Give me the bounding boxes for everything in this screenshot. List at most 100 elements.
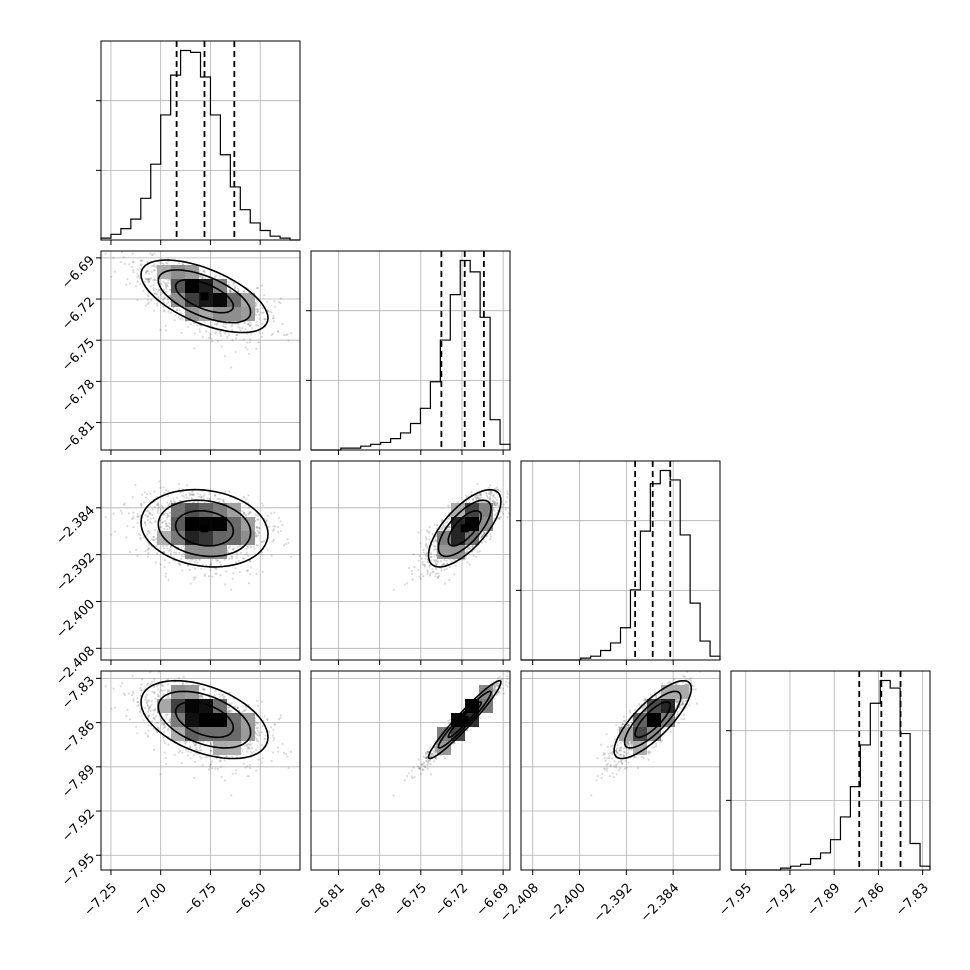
sample-point [149, 252, 152, 255]
sample-point [125, 283, 128, 286]
histogram-0 [100, 49, 300, 241]
sample-point [426, 569, 429, 572]
sample-point [125, 536, 128, 539]
sample-point [249, 341, 252, 344]
sample-point [235, 334, 238, 337]
sample-point [159, 328, 162, 331]
sample-point [163, 491, 166, 494]
sample-point [172, 306, 175, 309]
density-peak [200, 292, 209, 301]
sample-point [234, 567, 237, 570]
sample-point [286, 333, 289, 336]
sample-point [235, 337, 238, 340]
sample-point [214, 572, 217, 575]
sample-point [289, 555, 293, 558]
sample-point [264, 318, 267, 321]
sample-point [164, 329, 168, 332]
sample-point [164, 282, 167, 285]
sample-point [271, 317, 274, 320]
sample-point [164, 575, 167, 578]
sample-point [256, 309, 259, 312]
sample-point [143, 491, 147, 494]
scatter-2-0 [104, 480, 293, 591]
sample-point [201, 275, 204, 278]
sample-point [495, 486, 498, 489]
sample-point [242, 338, 245, 341]
sample-point [153, 269, 156, 272]
sample-point [426, 529, 429, 532]
sample-point [209, 323, 212, 326]
sample-point [272, 320, 275, 323]
sample-point [282, 544, 286, 547]
sample-point [255, 320, 258, 323]
sample-point [150, 270, 153, 273]
sample-point [167, 310, 170, 313]
sample-point [420, 573, 423, 576]
sample-point [438, 574, 441, 578]
sample-point [145, 270, 148, 273]
sample-point [266, 300, 269, 303]
sample-point [489, 538, 492, 541]
sample-point [219, 332, 222, 335]
sample-point [177, 562, 180, 566]
sample-point [431, 567, 434, 571]
sample-point [147, 547, 150, 551]
scatter-2-1 [392, 480, 510, 591]
sample-point [224, 490, 227, 493]
sample-point [145, 278, 148, 281]
sample-point [247, 323, 250, 326]
sample-point [147, 278, 150, 281]
density-peak [200, 524, 209, 533]
histogram-1 [311, 259, 511, 451]
sample-point [119, 261, 122, 264]
sample-point [147, 552, 150, 555]
sample-point [110, 533, 113, 536]
sample-point [403, 583, 406, 586]
sample-point [473, 548, 477, 551]
sample-point [122, 256, 125, 259]
sample-point [181, 569, 184, 572]
sample-point [227, 281, 230, 284]
sample-point [268, 525, 271, 529]
sample-point [158, 261, 162, 264]
sample-point [256, 324, 259, 327]
sample-point [432, 570, 435, 573]
sample-point [255, 572, 258, 576]
sample-point [457, 501, 460, 504]
sample-point [160, 261, 164, 265]
sample-point [141, 259, 144, 262]
sample-point [112, 256, 115, 259]
sample-point [200, 567, 203, 571]
sample-point [266, 548, 269, 551]
sample-point [282, 333, 286, 337]
sample-point [445, 567, 448, 570]
sample-point [279, 529, 282, 533]
sample-point [489, 533, 492, 536]
sample-point [177, 482, 180, 486]
sample-point [165, 287, 168, 290]
sample-point [165, 290, 168, 293]
sample-point [174, 314, 177, 317]
sample-point [230, 290, 233, 293]
sample-point [132, 269, 135, 272]
sample-point [256, 287, 259, 290]
sample-point [434, 575, 437, 578]
sample-point [131, 496, 134, 499]
sample-point [260, 311, 263, 314]
sample-point [249, 573, 252, 576]
sample-point [506, 516, 509, 519]
sample-point [223, 322, 226, 325]
sample-point [148, 279, 151, 282]
sample-point [250, 332, 253, 335]
sample-point [153, 278, 156, 281]
sample-point [440, 569, 443, 572]
sample-point [136, 515, 140, 518]
sample-point [214, 332, 217, 335]
sample-point [270, 512, 273, 515]
y-tick-label: −6.75 [59, 336, 98, 375]
sample-point [238, 571, 241, 574]
sample-point [266, 514, 269, 518]
sample-point [228, 288, 231, 291]
sample-point [247, 494, 250, 497]
sample-point [229, 290, 232, 293]
